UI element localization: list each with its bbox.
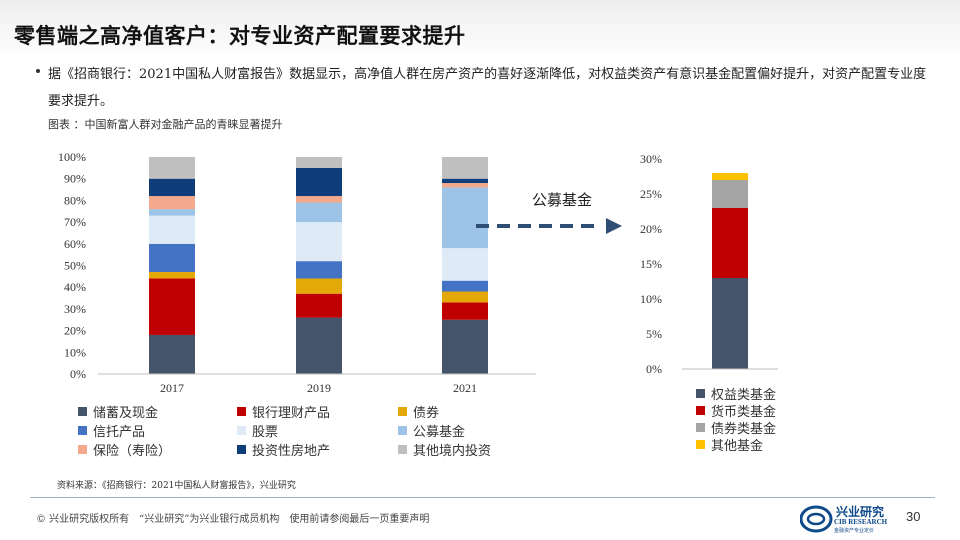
legend-swatch (78, 407, 87, 416)
bar-segment (149, 215, 195, 244)
legend-label: 权益类基金 (711, 388, 777, 403)
arrow-label: 公募基金 (532, 191, 592, 209)
bar-segment (442, 280, 488, 292)
footer-copyright: © 兴业研究版权所有 “兴业研究”为兴业银行成员机构 使用前请参阅最后一页重要声… (36, 514, 430, 525)
x-tick-label-left: 2019 (307, 381, 331, 395)
y-tick-label-left: 80% (64, 193, 86, 207)
legend-label: 债券 (413, 406, 440, 421)
bar-segment (296, 202, 342, 223)
bar-segment (442, 302, 488, 320)
legend-label: 货币类基金 (711, 405, 777, 420)
legend-swatch (237, 407, 246, 416)
bar-segment (296, 157, 342, 168)
bar-segment (149, 334, 195, 374)
bar-segment (712, 173, 748, 180)
legend-swatch (237, 426, 246, 435)
y-tick-label-right: 5% (646, 327, 662, 341)
logo-text-sub: 金融资产专业定价 (834, 528, 875, 534)
y-tick-label-left: 0% (70, 367, 86, 381)
bar-segment (149, 272, 195, 279)
arrow-head (606, 218, 622, 234)
legend-swatch (696, 440, 705, 449)
legend-swatch (78, 445, 87, 454)
legend-label: 银行理财产品 (252, 406, 331, 421)
bar-segment (296, 317, 342, 374)
legend-swatch (696, 389, 705, 398)
legend-label: 其他境内投资 (413, 444, 492, 459)
y-tick-label-right: 20% (640, 222, 662, 236)
bar-segment (712, 278, 748, 369)
x-tick-label-left: 2021 (453, 381, 477, 395)
source-note: 资料来源：《招商银行：2021中国私人财富报告》，兴业研究 (57, 481, 296, 491)
footer-divider (30, 497, 935, 498)
bar-segment (712, 208, 748, 278)
cib-research-logo: 兴业研究 CIB RESEARCH 金融资产专业定价 (800, 503, 896, 535)
cib-logo-icon (800, 505, 833, 533)
legend-label: 股票 (252, 425, 279, 440)
legend-label: 储蓄及现金 (93, 406, 159, 421)
bullet-text: 据《招商银行：2021中国私人财富报告》数据显示，高净值人群在房产资产的喜好逐渐… (48, 67, 927, 109)
legend-label: 公募基金 (413, 425, 466, 440)
legend-swatch (398, 426, 407, 435)
bar-segment (149, 209, 195, 216)
y-tick-label-right: 15% (640, 257, 662, 271)
y-tick-label-left: 100% (58, 150, 86, 164)
y-tick-label-left: 30% (64, 302, 86, 316)
bar-segment (442, 187, 488, 249)
bullet-marker (36, 69, 40, 73)
bar-segment (712, 180, 748, 208)
figure-caption: 图表 ：中国新富人群对金融产品的青睐显著提升 (48, 118, 283, 131)
bar-segment (149, 196, 195, 210)
logo-text-cn: 兴业研究 (836, 505, 885, 519)
legend-swatch (78, 426, 87, 435)
y-tick-label-left: 90% (64, 172, 86, 186)
bar-segment (442, 183, 488, 188)
y-tick-label-left: 10% (64, 345, 86, 359)
y-tick-label-left: 60% (64, 237, 86, 251)
bar-segment (296, 222, 342, 262)
y-tick-label-left: 70% (64, 215, 86, 229)
bar-segment (442, 319, 488, 374)
legend-swatch (398, 445, 407, 454)
bar-segment (442, 157, 488, 179)
y-tick-label-right: 10% (640, 292, 662, 306)
legend-label: 投资性房地产 (252, 444, 331, 459)
bar-segment (149, 178, 195, 197)
bar-segment (296, 196, 342, 203)
bar-segment (296, 261, 342, 279)
bar-segment (149, 157, 195, 179)
bar-segment (442, 248, 488, 281)
y-tick-label-left: 40% (64, 280, 86, 294)
bar-segment (296, 167, 342, 197)
bar-segment (149, 243, 195, 273)
bar-segment (149, 278, 195, 335)
header-background (0, 0, 960, 60)
page-title: 零售端之高净值客户：对专业资产配置要求提升 (14, 23, 466, 48)
legend-label: 信托产品 (93, 425, 146, 440)
legend-swatch (696, 423, 705, 432)
y-tick-label-left: 50% (64, 259, 86, 273)
legend-label: 债券类基金 (711, 422, 777, 437)
bar-segment (442, 178, 488, 184)
legend-label: 其他基金 (711, 439, 764, 454)
y-tick-label-left: 20% (64, 324, 86, 338)
bar-segment (296, 278, 342, 294)
x-tick-label-left: 2017 (160, 381, 184, 395)
page-number: 30 (906, 509, 921, 524)
legend-swatch (398, 407, 407, 416)
legend-swatch (696, 406, 705, 415)
legend-swatch (237, 445, 246, 454)
y-tick-label-right: 0% (646, 362, 662, 376)
y-tick-label-right: 25% (640, 187, 662, 201)
logo-text-en: CIB RESEARCH (834, 518, 888, 526)
bar-segment (296, 293, 342, 318)
legend-label: 保险（寿险） (93, 444, 172, 459)
bar-segment (442, 291, 488, 303)
y-tick-label-right: 30% (640, 152, 662, 166)
